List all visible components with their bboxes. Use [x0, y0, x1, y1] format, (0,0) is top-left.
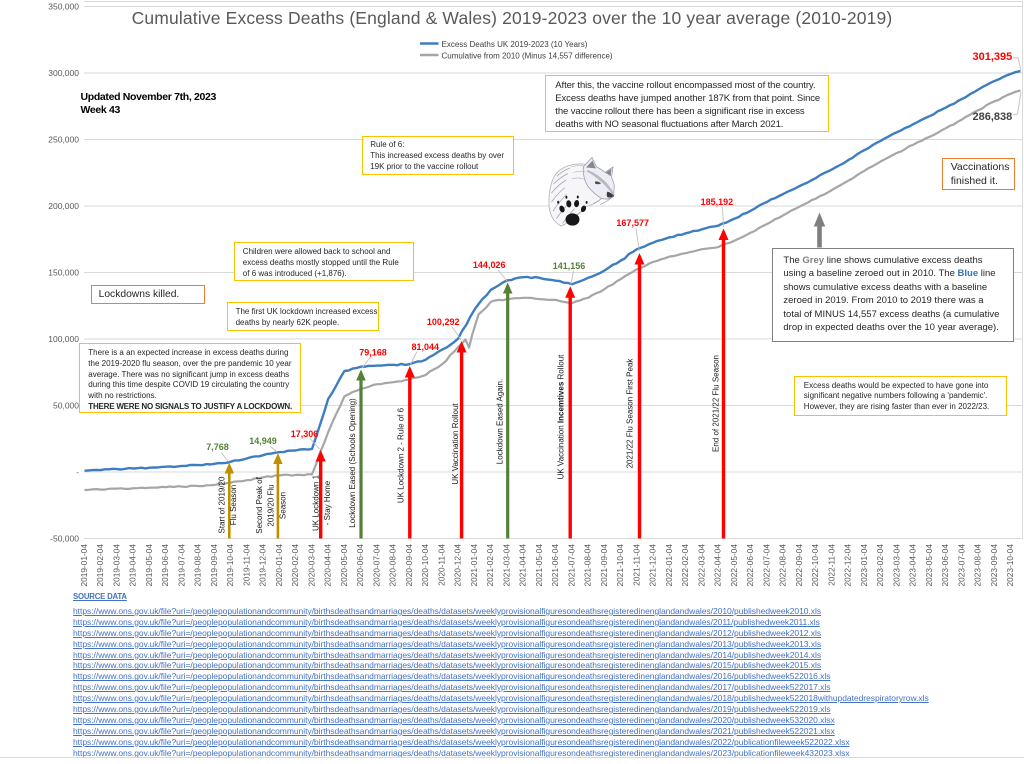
svg-text:2021-04-04: 2021-04-04 [517, 544, 527, 587]
svg-text:17,306: 17,306 [291, 429, 319, 439]
svg-text:2023-04-04: 2023-04-04 [907, 544, 917, 587]
svg-text:2019-05-04: 2019-05-04 [144, 544, 154, 587]
svg-text:2021-08-04: 2021-08-04 [582, 544, 592, 587]
svg-text:2020-09-04: 2020-09-04 [404, 544, 414, 587]
svg-text:Flu Season: Flu Season [229, 485, 238, 525]
svg-text:- Stay Home: - Stay Home [323, 480, 332, 525]
svg-text:2019-02-04: 2019-02-04 [95, 544, 105, 587]
svg-text:2022-12-04: 2022-12-04 [842, 544, 852, 587]
svg-text:2023-10-04: 2023-10-04 [1005, 544, 1015, 587]
svg-text:UK Vaccination Rollout: UK Vaccination Rollout [451, 403, 460, 485]
svg-text:2022-06-04: 2022-06-04 [745, 544, 755, 587]
svg-text:2022-11-04: 2022-11-04 [826, 544, 836, 586]
svg-text:50,000: 50,000 [53, 400, 79, 410]
svg-text:2019-10-04: 2019-10-04 [225, 544, 235, 587]
svg-text:185,192: 185,192 [701, 197, 734, 207]
svg-text:2020-10-04: 2020-10-04 [420, 544, 430, 587]
svg-text:Season: Season [278, 492, 287, 519]
svg-text:2023-08-04: 2023-08-04 [972, 544, 982, 587]
svg-text:7,768: 7,768 [206, 442, 229, 452]
svg-text:-50,000: -50,000 [50, 533, 79, 543]
svg-text:2019-12-04: 2019-12-04 [257, 544, 267, 587]
svg-text:Excess Deaths UK 2019-2023 (10: Excess Deaths UK 2019-2023 (10 Years) [442, 40, 588, 49]
svg-text:14,949: 14,949 [249, 436, 277, 446]
svg-text:2020-04-04: 2020-04-04 [322, 544, 332, 587]
svg-text:79,168: 79,168 [359, 348, 387, 358]
svg-text:2019-07-04: 2019-07-04 [176, 544, 186, 587]
svg-text:2023-06-04: 2023-06-04 [940, 544, 950, 587]
svg-text:-: - [76, 467, 79, 477]
svg-text:200,000: 200,000 [48, 201, 79, 211]
svg-text:2021-11-04: 2021-11-04 [631, 544, 641, 586]
svg-text:2022-09-04: 2022-09-04 [794, 544, 804, 587]
svg-text:2021-10-04: 2021-10-04 [615, 544, 625, 587]
svg-text:167,577: 167,577 [616, 218, 649, 228]
svg-text:2022-03-04: 2022-03-04 [696, 544, 706, 587]
svg-text:Cumulative from 2010 (Minus 14: Cumulative from 2010 (Minus 14,557 diffe… [442, 51, 613, 60]
svg-text:300,000: 300,000 [48, 68, 79, 78]
svg-text:2023-01-04: 2023-01-04 [859, 544, 869, 587]
svg-text:2021/22 Flu Season First Peak: 2021/22 Flu Season First Peak [625, 358, 634, 469]
svg-text:2020-12-04: 2020-12-04 [452, 544, 462, 587]
svg-text:2022-08-04: 2022-08-04 [777, 544, 787, 587]
svg-text:Lockdown Eased (Schools Openin: Lockdown Eased (Schools Opening) [348, 398, 357, 528]
svg-text:2020-08-04: 2020-08-04 [387, 544, 397, 587]
svg-text:2019-01-04: 2019-01-04 [79, 544, 89, 587]
svg-text:100,292: 100,292 [427, 317, 460, 327]
svg-text:2021-12-04: 2021-12-04 [647, 544, 657, 587]
svg-text:81,044: 81,044 [412, 342, 440, 352]
svg-text:UK Lockdown 2 - Rule of 6: UK Lockdown 2 - Rule of 6 [397, 407, 406, 503]
svg-text:100,000: 100,000 [48, 334, 79, 344]
svg-text:2023-09-04: 2023-09-04 [989, 544, 999, 587]
svg-text:2023-03-04: 2023-03-04 [891, 544, 901, 587]
svg-text:2019-06-04: 2019-06-04 [160, 544, 170, 587]
svg-text:2023-07-04: 2023-07-04 [956, 544, 966, 587]
svg-text:2019-04-04: 2019-04-04 [127, 544, 137, 587]
svg-text:2019/20 Flu: 2019/20 Flu [267, 484, 276, 526]
svg-text:2022-02-04: 2022-02-04 [680, 544, 690, 587]
svg-text:2022-07-04: 2022-07-04 [761, 544, 771, 587]
svg-text:301,395: 301,395 [973, 51, 1013, 63]
svg-text:Start of 2019/20: Start of 2019/20 [218, 476, 227, 533]
svg-text:Second Peak of: Second Peak of [255, 476, 264, 533]
svg-text:2019-09-04: 2019-09-04 [209, 544, 219, 587]
svg-text:2021-09-04: 2021-09-04 [599, 544, 609, 587]
svg-text:2022-01-04: 2022-01-04 [664, 544, 674, 587]
svg-text:2021-05-04: 2021-05-04 [534, 544, 544, 587]
svg-text:2021-02-04: 2021-02-04 [485, 544, 495, 587]
svg-text:2020-06-04: 2020-06-04 [355, 544, 365, 587]
svg-text:2021-01-04: 2021-01-04 [469, 544, 479, 587]
svg-text:2022-05-04: 2022-05-04 [729, 544, 739, 587]
svg-text:2020-03-04: 2020-03-04 [306, 544, 316, 587]
svg-text:350,000: 350,000 [48, 1, 79, 11]
svg-text:2020-02-04: 2020-02-04 [290, 544, 300, 587]
svg-text:UK Vaccination Incemtives Roll: UK Vaccination Incemtives Rollout [557, 354, 566, 480]
svg-text:2023-05-04: 2023-05-04 [924, 544, 934, 587]
svg-text:Lockdown Eased Again.: Lockdown Eased Again. [495, 379, 504, 464]
svg-text:2020-05-04: 2020-05-04 [339, 544, 349, 587]
svg-text:2021-06-04: 2021-06-04 [550, 544, 560, 587]
svg-text:150,000: 150,000 [48, 267, 79, 277]
svg-text:2022-04-04: 2022-04-04 [712, 544, 722, 587]
svg-text:286,838: 286,838 [973, 111, 1013, 123]
svg-text:144,026: 144,026 [473, 260, 506, 270]
svg-text:2021-07-04: 2021-07-04 [566, 544, 576, 587]
svg-text:141,156: 141,156 [553, 261, 586, 271]
svg-text:2022-10-04: 2022-10-04 [810, 544, 820, 587]
svg-text:UK Lockdown 1: UK Lockdown 1 [311, 474, 320, 531]
svg-text:2020-11-04: 2020-11-04 [436, 544, 446, 586]
svg-text:2019-03-04: 2019-03-04 [111, 544, 121, 587]
svg-text:2020-01-04: 2020-01-04 [274, 544, 284, 587]
svg-text:250,000: 250,000 [48, 134, 79, 144]
svg-text:2019-11-04: 2019-11-04 [241, 544, 251, 586]
svg-text:2021-03-04: 2021-03-04 [501, 544, 511, 587]
svg-text:2020-07-04: 2020-07-04 [371, 544, 381, 587]
svg-text:End of 2021/22 Flu Season: End of 2021/22 Flu Season [712, 355, 721, 452]
svg-text:2023-02-04: 2023-02-04 [875, 544, 885, 587]
svg-text:2019-08-04: 2019-08-04 [192, 544, 202, 587]
